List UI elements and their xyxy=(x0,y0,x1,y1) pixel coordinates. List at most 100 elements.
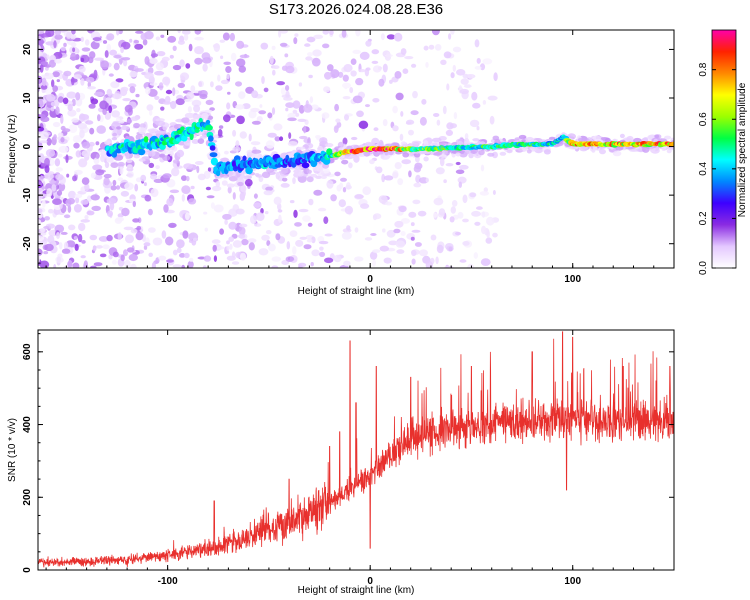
spectrogram-noise-blob xyxy=(271,256,282,262)
spectrogram-noise-blob xyxy=(194,36,204,41)
spectrogram-x-tick-label: -100 xyxy=(158,274,178,285)
spectrogram-halo-blob xyxy=(577,137,587,142)
spectrogram-noise-blob xyxy=(126,119,133,124)
spectrogram-noise-blob xyxy=(251,120,261,125)
spectrogram-noise-blob xyxy=(263,190,273,196)
spectrogram-noise-blob xyxy=(428,44,435,50)
spectrogram-noise-blob xyxy=(52,121,61,128)
spectrogram-noise-blob xyxy=(456,69,466,76)
spectrogram-noise-blob xyxy=(95,169,105,176)
spectrogram-noise-blob xyxy=(236,58,246,67)
spectrogram-noise-blob xyxy=(235,81,242,87)
colorbar-tick-label: 0.4 xyxy=(698,161,709,175)
spectrogram-halo-blob xyxy=(378,139,384,147)
spectrogram-noise-blob xyxy=(109,201,115,211)
spectrogram-noise-blob xyxy=(240,185,247,193)
spectrogram-noise-blob xyxy=(163,204,169,213)
spectrogram-noise-blob xyxy=(43,72,54,80)
spectrogram-noise-blob xyxy=(48,59,57,68)
spectrogram-noise-blob xyxy=(181,194,185,202)
spectrogram-noise-blob xyxy=(150,53,158,58)
spectrogram-noise-blob xyxy=(186,175,190,182)
spectrogram-noise-blob xyxy=(95,245,104,249)
spectrogram-noise-blob xyxy=(106,33,115,41)
spectrogram-noise-blob xyxy=(232,192,236,200)
spectrogram-noise-blob xyxy=(134,183,139,192)
spectrogram-noise-blob xyxy=(110,185,117,191)
spectrogram-noise-blob xyxy=(371,49,380,55)
spectrogram-noise-blob xyxy=(295,239,304,247)
spectrogram-noise-blob xyxy=(413,165,422,173)
spectrogram-noise-blob xyxy=(188,198,197,205)
spectrogram-noise-blob xyxy=(143,182,147,187)
spectrogram-noise-blob xyxy=(206,195,215,199)
spectrogram-halo-blob xyxy=(196,132,203,136)
spectrogram-halo-blob xyxy=(221,180,228,186)
spectrogram-noise-blob xyxy=(369,251,378,260)
spectrogram-noise-blob xyxy=(446,83,450,91)
spectrogram-noise-blob xyxy=(338,199,346,208)
spectrogram-noise-blob xyxy=(344,114,349,121)
spectrogram-noise-blob xyxy=(58,145,69,153)
spectrogram-noise-blob xyxy=(375,166,383,174)
spectrogram-noise-blob xyxy=(350,58,357,65)
spectrogram-halo-blob xyxy=(518,134,527,140)
spectrogram-noise-blob xyxy=(143,242,151,247)
spectrogram-noise-blob xyxy=(108,73,114,77)
spectrogram-noise-blob xyxy=(87,86,96,90)
spectrogram-noise-blob xyxy=(330,194,337,202)
spectrogram-noise-blob xyxy=(90,172,96,179)
spectrogram-noise-blob xyxy=(126,247,135,253)
spectrogram-noise-blob xyxy=(154,95,160,100)
spectrogram-halo-blob xyxy=(384,151,390,156)
spectrogram-noise-blob xyxy=(218,125,224,129)
spectrogram-noise-blob xyxy=(80,78,85,86)
spectrogram-ridge-blob xyxy=(215,170,221,177)
spectrogram-noise-blob xyxy=(70,34,76,40)
spectrogram-noise-blob xyxy=(55,167,63,172)
spectrogram-x-tick-label: 0 xyxy=(367,274,373,285)
spectrogram-noise-blob xyxy=(166,259,174,263)
spectrogram-noise-blob xyxy=(222,32,230,41)
spectrogram-y-ticks: -20 -10 0 10 20 xyxy=(22,29,674,264)
spectrogram-noise-blob xyxy=(181,185,191,195)
spectrogram-noise-blob xyxy=(51,184,57,192)
snr-x-axis-label: Height of straight line (km) xyxy=(298,585,415,596)
spectrogram-noise-blob xyxy=(283,97,293,101)
spectrogram-noise-blob xyxy=(258,248,269,256)
spectrogram-halo-blob xyxy=(664,135,672,140)
spectrogram-noise-blob xyxy=(187,260,194,268)
spectrogram-noise-blob xyxy=(68,224,76,231)
spectrogram-noise-blob xyxy=(84,183,90,192)
spectrogram-noise-blob xyxy=(386,34,396,40)
spectrogram-noise-blob xyxy=(58,132,64,137)
spectrogram-noise-blob xyxy=(411,63,417,68)
spectrogram-noise-blob xyxy=(471,210,481,217)
spectrogram-noise-blob xyxy=(81,150,91,158)
spectrogram-noise-blob xyxy=(202,265,207,268)
spectrogram-noise-blob xyxy=(267,112,273,119)
spectrogram-noise-blob xyxy=(408,129,414,136)
spectrogram-noise-blob xyxy=(273,196,282,205)
spectrogram-noise-blob xyxy=(383,257,392,264)
spectrogram-noise-blob xyxy=(72,262,80,268)
spectrogram-noise-blob xyxy=(194,46,204,55)
spectrogram-noise-blob xyxy=(311,236,316,244)
spectrogram-noise-blob xyxy=(471,91,478,101)
spectrogram-halo-blob xyxy=(310,173,318,178)
snr-y-tick-label: 600 xyxy=(22,343,33,360)
spectrogram-noise-blob xyxy=(353,154,360,163)
spectrogram-halo-blob xyxy=(112,132,117,137)
spectrogram-noise-blob xyxy=(120,190,130,197)
spectrogram-noise-blob xyxy=(423,45,429,51)
spectrogram-noise-blob xyxy=(143,245,148,250)
spectrogram-noise-blob xyxy=(302,215,311,222)
spectrogram-noise-blob xyxy=(476,126,480,131)
spectrogram-noise-blob xyxy=(285,90,290,99)
spectrogram-noise-blob xyxy=(49,180,57,184)
spectrogram-noise-blob xyxy=(66,173,70,178)
spectrogram-halo-blob xyxy=(133,122,141,129)
spectrogram-noise-blob xyxy=(458,181,462,188)
spectrogram-noise-blob xyxy=(81,240,86,244)
spectrogram-halo-blob xyxy=(317,146,324,153)
